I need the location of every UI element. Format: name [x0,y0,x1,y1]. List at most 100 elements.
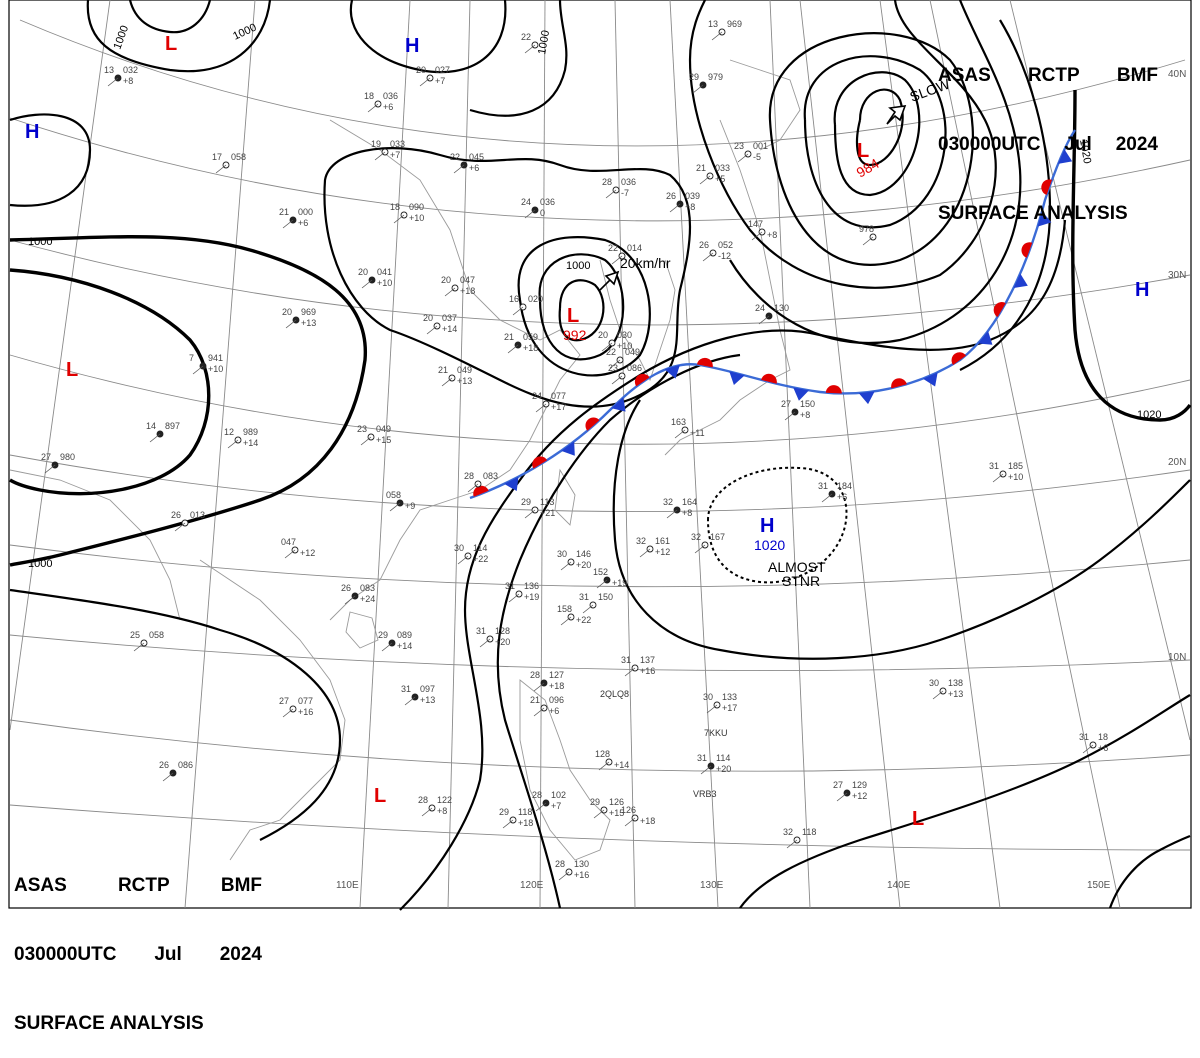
coast-japan [664,119,791,456]
station-plot: 31 137+16 [621,655,655,677]
weather-map: 1000 1000 1000 1000 1000 1000 1020 1020 … [8,0,1192,911]
station-pressure-tendency: +10 [617,341,632,351]
low-center-marker: L [857,140,869,162]
title-type: BMF [1116,65,1158,86]
isobars [9,0,1192,911]
station-wind-barb-icon [453,164,465,174]
station-wind-barb-icon [444,287,456,297]
station-pressure-tendency: +17 [551,402,566,412]
station-temperature: 31 [818,481,828,491]
station-pressure: 000 [298,207,313,217]
station-temperature: 22 [608,243,618,253]
lon-line-120e [539,0,546,909]
title-line-1: ASAS RCTP BMF [938,64,1158,87]
station-plot: 31 184+6 [818,481,852,503]
coast-indochina [199,559,346,861]
station-pressure: 037 [442,313,457,323]
title-line-1: ASAS RCTP BMF [14,874,262,897]
station-pressure: 114 [473,543,487,553]
station-temperature: 27 [41,452,51,462]
station-pressure-tendency: +13 [457,376,472,386]
station-pressure: 047 [460,275,475,285]
isobar [9,588,342,841]
cold-front-triangle-icon [1013,273,1028,289]
station-pressure-tendency: +24 [360,594,375,604]
station-wind-barb-icon [669,203,681,213]
station-pressure-tendency: +14 [243,438,258,448]
longitude-lines [9,0,1191,909]
station-plot: 28 130+16 [555,859,589,881]
station-pressure-tendency: 0 [540,208,545,218]
station-temperature: 21 [530,695,540,705]
station-pressure-tendency: +12 [655,547,670,557]
isobar-label: 1000 [28,236,52,248]
station-temperature: 31 [401,684,411,694]
station-pressure: 18 [1098,732,1108,742]
longitude-labels: 110E 120E 130E 140E 150E [336,880,1111,891]
station-wind-barb-icon [215,164,227,174]
station-pressure: 969 [727,19,742,29]
station-pressure-tendency: +11 [690,428,705,438]
station-pressure-tendency: +8 [767,230,777,240]
station-plot: 23 086 [608,363,642,385]
station-temperature: 26 [666,191,676,201]
warm-front-semicircle-icon [993,302,1006,317]
station-pressure-tendency: +10 [208,364,223,374]
station-wind-barb-icon [419,77,431,87]
station-pressure-tendency: +6 [1098,743,1108,753]
station-wind-barb-icon [508,593,520,603]
station-pressure: 137 [640,655,655,665]
isobar [496,353,741,909]
station-pressure-tendency: +8 [685,202,695,212]
station-temperature: 31 [505,581,515,591]
station-wind-barb-icon [702,252,714,262]
station-wind-barb-icon [601,342,613,352]
lat-label-10n: 10N [1168,652,1186,663]
station-pressure: 133 [722,692,737,702]
isobar-label: 1000 [566,260,590,272]
station-wind-barb-icon [535,403,547,413]
station-temperature: 18 [364,91,374,101]
station-plot: 17 058 [212,152,246,174]
station-wind-barb-icon [582,604,594,614]
title-year: 2024 [1115,134,1158,155]
station-pressure: 001 [753,141,768,151]
station-wind-barb-icon [624,667,636,677]
station-wind-barb-icon [512,306,524,316]
station-pressure-tendency: +15 [376,435,391,445]
low-992-speed-label: 20km/hr [620,255,671,271]
station-temperature: 126 [621,805,636,815]
station-wind-barb-icon [393,214,405,224]
station-wind-barb-icon [666,509,678,519]
lon-label-130e: 130E [700,880,724,891]
station-pressure: 090 [409,202,424,212]
station-wind-barb-icon [479,638,491,648]
station-wind-barb-icon [611,255,623,265]
station-temperature: 30 [557,549,567,559]
isobar [349,0,507,74]
station-plot: 26 052-12 [699,240,733,262]
lon-line-130e [669,0,719,909]
station-wind-barb-icon [162,772,174,782]
station-plot: 31 097+13 [401,684,435,706]
station-wind-barb-icon [374,151,386,161]
title-center: RCTP [117,875,170,896]
lat-label-20n: 20N [1168,457,1186,468]
station-pressure: 114 [716,753,730,763]
isobar [1108,834,1191,909]
station-pressure-tendency: +14 [614,760,629,770]
station-plot: 13 032+8 [104,65,138,87]
station-pressure: 096 [549,695,564,705]
station-plot: 31 18+6 [1079,732,1108,754]
station-wind-barb-icon [282,708,294,718]
station-plot: 32 161+12 [636,536,670,558]
station-plot: 24 077+17 [532,391,566,413]
station-pressure-tendency: +18 [640,816,655,826]
station-plot: 163 +11 [671,417,705,439]
station-plot: 31 185+10 [989,461,1023,483]
title-product: SURFACE ANALYSIS [14,1013,204,1034]
station-temperature: 31 [621,655,631,665]
station-wind-barb-icon [560,616,572,626]
station-temperature: 24 [755,303,765,313]
title-line-2: 030000UTC Jul 2024 [14,943,262,966]
